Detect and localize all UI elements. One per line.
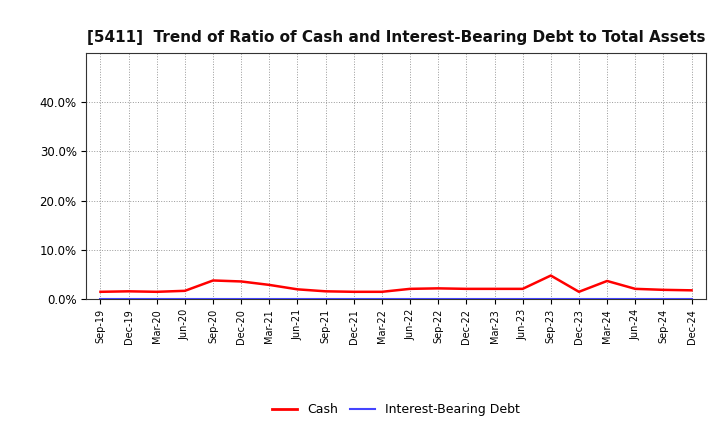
Legend: Cash, Interest-Bearing Debt: Cash, Interest-Bearing Debt <box>267 398 525 421</box>
Title: [5411]  Trend of Ratio of Cash and Interest-Bearing Debt to Total Assets: [5411] Trend of Ratio of Cash and Intere… <box>86 29 706 45</box>
